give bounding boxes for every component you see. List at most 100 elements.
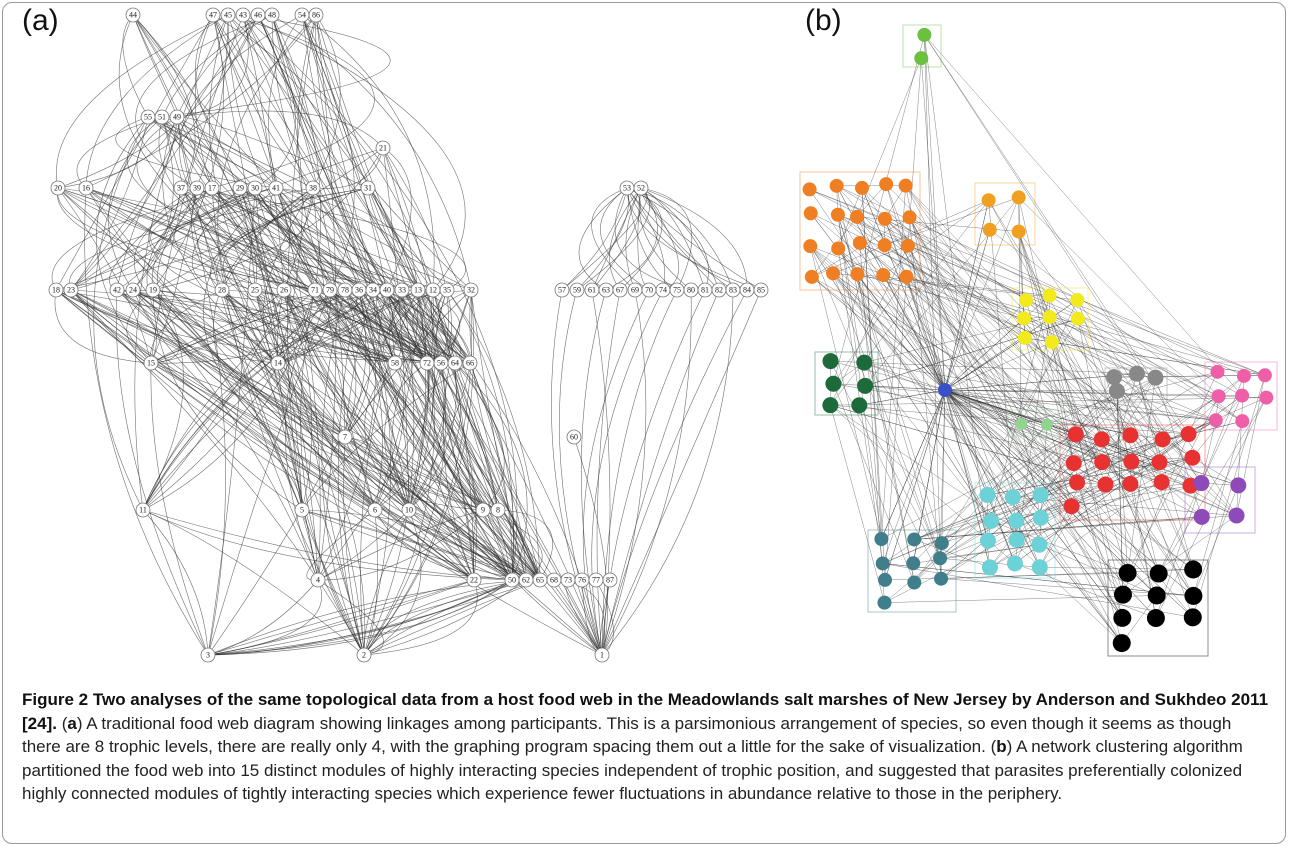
node [466,572,482,588]
edge [907,245,1122,644]
edge [147,116,445,511]
edge [363,579,527,656]
node [475,502,491,518]
node-label: 19 [149,286,157,295]
edge [907,245,1052,343]
edge [363,289,435,656]
edge [254,187,603,656]
edge [905,185,1194,597]
edge [882,563,1194,597]
edge [443,289,475,581]
edge [601,289,678,656]
node-label: 28 [218,286,226,295]
edge [126,289,154,364]
node-label: 63 [602,286,610,295]
node [337,429,353,445]
edge [344,436,410,511]
node [447,355,463,371]
edge [559,289,603,656]
edge [609,187,642,291]
edge [176,110,384,149]
edge [207,579,541,656]
edge [207,187,256,656]
node-label: 72 [423,359,431,368]
node [1112,634,1131,653]
edge [884,218,1243,422]
node [979,532,996,549]
edge [275,187,360,291]
edge [284,289,331,581]
edge [837,214,1162,483]
edge [638,187,692,291]
edge [277,362,366,656]
edge [856,216,1202,518]
edge [1073,463,1122,644]
edge [150,289,223,364]
edge [207,579,319,656]
node-label: 62 [522,576,530,585]
edge [591,289,664,656]
edge [134,187,279,364]
edge [1023,318,1103,463]
edge [275,187,448,291]
edge [944,389,1016,564]
edge [832,273,1014,498]
node-label: 77 [592,576,600,585]
edge [882,389,946,564]
node [379,282,395,298]
edge [254,187,527,581]
node [876,268,891,283]
edge [85,187,376,511]
edge [134,14,229,511]
node [410,282,426,298]
edge [85,187,374,291]
edge [301,509,513,581]
edge [358,289,603,656]
edge [221,289,365,656]
node [1210,364,1225,379]
edge [221,187,314,291]
edge [859,405,941,559]
edge [277,289,472,364]
edge [1016,520,1041,568]
edge [213,187,541,581]
node [235,7,251,23]
edge [132,289,541,581]
edge [864,362,946,391]
node [125,7,141,23]
node-label: 59 [573,286,581,295]
node [401,502,417,518]
edge [287,14,317,511]
edge [601,289,692,656]
edge [116,289,428,364]
node-label: 66 [466,359,474,368]
edge [76,116,163,189]
node-label: 15 [147,359,155,368]
edge [944,389,1237,516]
edge [363,579,527,656]
edge [317,509,410,581]
edge [151,187,277,291]
node [145,282,161,298]
edge [196,187,331,291]
edge [191,187,223,291]
edge [576,187,630,291]
edge [884,218,1132,462]
node [375,140,391,156]
node-label: 4 [316,576,320,585]
edge [254,187,376,511]
node-label: 1 [600,651,604,660]
edge [239,187,316,291]
node-label: 87 [606,576,614,585]
edge [830,360,1137,374]
edge [136,116,403,291]
edge [924,34,942,579]
edge [924,34,991,568]
edge [391,289,448,511]
edge [601,289,720,656]
edge [640,187,748,291]
edge [924,34,946,391]
edge [211,187,257,291]
edge [329,289,402,364]
edge [329,289,383,511]
